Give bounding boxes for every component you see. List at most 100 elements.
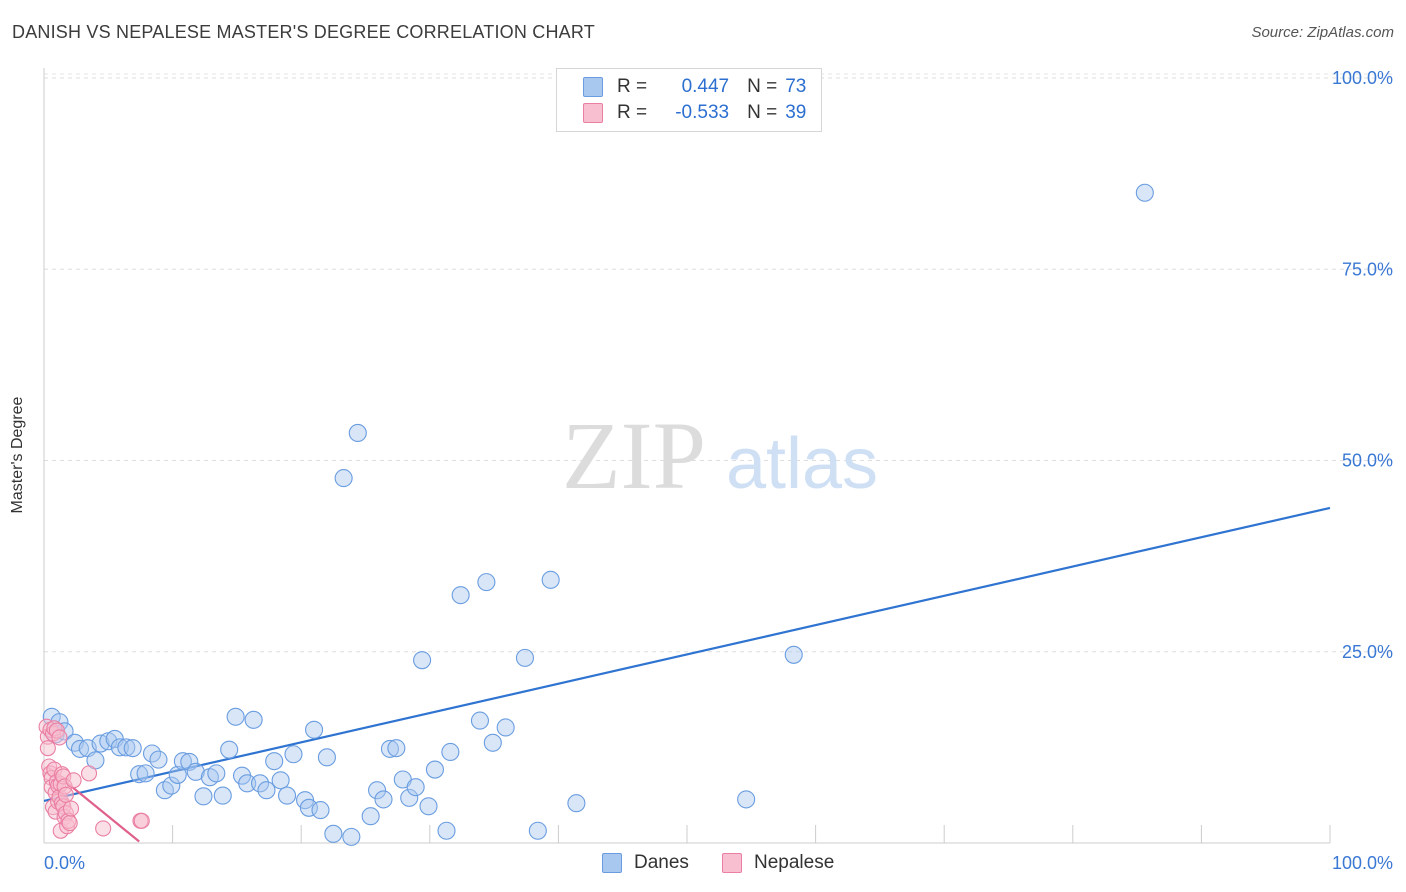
r-value: -0.533 (675, 102, 730, 123)
data-point-nepalese (80, 765, 98, 782)
watermark-atlas: atlas (726, 424, 878, 504)
trend-lines (43, 506, 1331, 843)
data-point-danes (180, 752, 199, 771)
data-point-danes (70, 739, 90, 758)
y-tick-label: 50.0% (1342, 451, 1393, 471)
r-label: R = (617, 76, 648, 97)
data-point-danes (368, 781, 387, 800)
data-point-danes (162, 776, 181, 795)
legend-label-nepalese: Nepalese (754, 852, 835, 873)
y-tick-label: 100.0% (1332, 68, 1393, 88)
legend-swatch-danes (602, 853, 622, 873)
legend-label-danes: Danes (634, 852, 689, 873)
watermark-zip: ZIP (562, 402, 706, 509)
data-point-danes (238, 774, 257, 793)
n-label: N = (747, 102, 778, 123)
data-point-danes (299, 798, 318, 817)
data-point-danes (130, 765, 149, 784)
data-point-danes (737, 790, 756, 809)
data-point-danes (271, 771, 290, 790)
series-legend: Danes Nepalese (0, 852, 1406, 878)
data-point-danes (387, 739, 406, 758)
data-point-danes (257, 781, 276, 800)
data-point-danes (278, 786, 297, 805)
data-point-danes (441, 742, 460, 762)
data-point-danes (419, 797, 438, 816)
data-point-danes (413, 651, 432, 670)
data-point-danes (567, 794, 586, 813)
data-point-danes (317, 748, 336, 767)
data-point-nepalese (133, 812, 150, 829)
data-point-nepalese (61, 815, 78, 832)
data-point-danes (374, 790, 393, 809)
data-point-danes (284, 745, 303, 764)
data-point-danes (250, 774, 270, 793)
legend-item-nepalese[interactable]: Nepalese (722, 852, 834, 874)
data-point-nepalese (65, 772, 82, 789)
tick-labels: 25.0% 50.0% 75.0% 100.0% 0.0% 100.0% (44, 68, 1393, 873)
data-point-danes (207, 764, 226, 783)
data-point-danes (186, 762, 205, 781)
data-point-danes (477, 573, 496, 592)
y-tick-label: 75.0% (1342, 259, 1393, 279)
data-point-danes (244, 710, 263, 729)
y-tick-label: 25.0% (1342, 642, 1393, 662)
data-point-danes (220, 740, 239, 759)
data-point-danes (470, 711, 490, 730)
data-point-danes (226, 707, 245, 726)
data-point-danes (406, 778, 425, 797)
data-point-nepalese (57, 786, 74, 803)
data-point-danes (1135, 183, 1154, 202)
data-points (38, 183, 1154, 846)
source-label: Source: ZipAtlas.com (1251, 24, 1394, 41)
grid-lines (44, 73, 1392, 653)
data-point-danes (483, 733, 502, 752)
data-point-nepalese (62, 800, 80, 817)
data-point-danes (425, 760, 444, 779)
data-point-danes (213, 786, 232, 805)
data-point-nepalese (39, 740, 56, 757)
legend-item-danes[interactable]: Danes (602, 852, 689, 874)
data-point-danes (361, 807, 380, 826)
data-point-danes (451, 586, 470, 605)
x-tick-label: 100.0% (1332, 853, 1393, 873)
data-point-danes (168, 765, 187, 784)
chart-title: DANISH VS NEPALESE MASTER'S DEGREE CORRE… (12, 22, 595, 42)
trend-line-danes (43, 506, 1331, 802)
data-point-danes (311, 801, 330, 820)
r-label: R = (617, 102, 648, 123)
data-point-danes (149, 750, 168, 769)
data-point-danes (136, 764, 155, 783)
data-point-danes (194, 787, 213, 806)
data-point-danes (173, 752, 192, 771)
data-point-danes (380, 739, 399, 758)
r-value: 0.447 (681, 76, 730, 97)
legend-swatch-nepalese (722, 853, 742, 873)
n-value: 39 (785, 102, 807, 123)
data-point-nepalese (51, 729, 68, 746)
data-point-danes (155, 781, 174, 800)
n-label: N = (747, 76, 778, 97)
data-point-danes (342, 827, 361, 846)
legend-row-nepalese: R = -0.533 N = 39 (583, 100, 806, 126)
legend-swatch-danes (583, 77, 603, 97)
data-point-nepalese (95, 820, 112, 837)
data-point-danes (117, 738, 136, 757)
data-point-danes (515, 648, 535, 667)
data-point-danes (123, 739, 142, 758)
data-point-danes (400, 788, 419, 807)
data-point-danes (496, 718, 515, 737)
data-point-danes (324, 824, 343, 843)
y-axis-label: Master's Degree (9, 396, 26, 514)
data-point-danes (334, 469, 353, 488)
data-point-danes (305, 720, 324, 739)
watermark: ZIP atlas (562, 402, 878, 509)
n-value: 73 (785, 76, 807, 97)
stats-legend: R = 0.447 N = 73 R = -0.533 N = 39 (556, 68, 822, 132)
x-tick-label: 0.0% (44, 853, 85, 873)
data-point-danes (528, 821, 547, 840)
data-point-danes (348, 423, 367, 443)
data-point-danes (784, 645, 803, 664)
data-point-danes (110, 738, 129, 757)
